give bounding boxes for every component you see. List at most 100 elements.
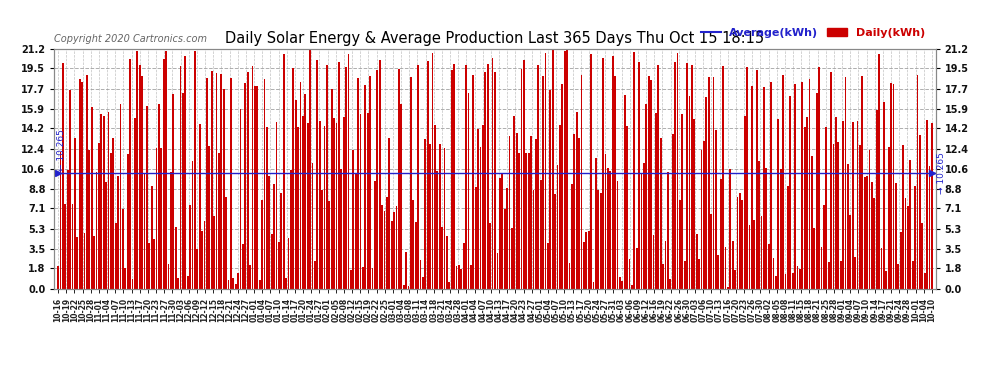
Bar (919, 135, 921, 289)
Bar (530, 136, 532, 289)
Bar (98, 143, 100, 289)
Bar (71, 204, 73, 289)
Bar (263, 79, 265, 289)
Bar (417, 65, 419, 289)
Bar (809, 79, 811, 289)
Bar (201, 231, 203, 289)
Bar (639, 62, 640, 289)
Bar (806, 117, 808, 289)
Bar (758, 160, 760, 289)
Bar (595, 158, 597, 289)
Bar (523, 60, 525, 289)
Bar (871, 182, 873, 289)
Bar (209, 147, 210, 289)
Bar (93, 236, 95, 289)
Bar (739, 193, 741, 289)
Bar (650, 80, 652, 289)
Bar (556, 165, 558, 289)
Bar (787, 186, 789, 289)
Bar (66, 170, 68, 289)
Bar (275, 122, 277, 289)
Bar (917, 75, 919, 289)
Bar (657, 65, 659, 289)
Bar (233, 278, 235, 289)
Bar (357, 78, 359, 289)
Bar (391, 221, 393, 289)
Bar (256, 86, 258, 289)
Bar (667, 172, 669, 289)
Bar (150, 186, 152, 289)
Bar (290, 170, 292, 289)
Bar (546, 243, 548, 289)
Bar (160, 148, 162, 289)
Bar (641, 172, 643, 289)
Bar (142, 75, 143, 289)
Bar (528, 153, 530, 289)
Bar (873, 198, 875, 289)
Bar (122, 210, 124, 289)
Bar (600, 194, 602, 289)
Bar (914, 186, 916, 289)
Bar (576, 112, 577, 289)
Bar (172, 94, 174, 289)
Bar (499, 178, 501, 289)
Bar (593, 282, 594, 289)
Bar (177, 278, 179, 289)
Bar (823, 205, 825, 289)
Bar (403, 285, 405, 289)
Bar (868, 150, 870, 289)
Bar (504, 209, 506, 289)
Bar (477, 129, 479, 289)
Bar (268, 177, 270, 289)
Bar (144, 173, 146, 289)
Bar (439, 144, 441, 289)
Bar (777, 119, 779, 289)
Bar (856, 121, 858, 289)
Bar (585, 232, 587, 289)
Bar (765, 168, 767, 289)
Bar (780, 169, 781, 289)
Bar (194, 51, 196, 289)
Bar (770, 82, 772, 289)
Bar (211, 71, 213, 289)
Bar (148, 243, 150, 289)
Bar (672, 134, 673, 289)
Bar (216, 74, 218, 289)
Bar (245, 82, 247, 289)
Bar (450, 70, 452, 289)
Bar (629, 260, 631, 289)
Bar (288, 237, 289, 289)
Bar (686, 63, 688, 289)
Bar (689, 96, 690, 289)
Bar (929, 166, 931, 289)
Bar (396, 206, 397, 289)
Bar (881, 248, 882, 289)
Bar (319, 121, 321, 289)
Bar (566, 50, 568, 289)
Bar (735, 270, 736, 289)
Bar (79, 79, 80, 289)
Bar (463, 243, 464, 289)
Bar (799, 269, 801, 289)
Text: Copyright 2020 Cartronics.com: Copyright 2020 Cartronics.com (54, 34, 208, 44)
Bar (494, 72, 496, 289)
Bar (179, 66, 181, 289)
Bar (442, 226, 444, 289)
Bar (350, 270, 351, 289)
Bar (129, 58, 131, 289)
Bar (703, 141, 705, 289)
Bar (732, 241, 734, 289)
Bar (772, 258, 774, 289)
Bar (247, 72, 248, 289)
Bar (302, 116, 304, 289)
Bar (480, 147, 481, 289)
Bar (484, 72, 486, 289)
Bar (768, 244, 769, 289)
Bar (659, 138, 661, 289)
Bar (888, 147, 890, 289)
Bar (691, 65, 693, 289)
Bar (331, 89, 333, 289)
Bar (816, 93, 818, 289)
Bar (826, 127, 828, 289)
Bar (261, 200, 263, 289)
